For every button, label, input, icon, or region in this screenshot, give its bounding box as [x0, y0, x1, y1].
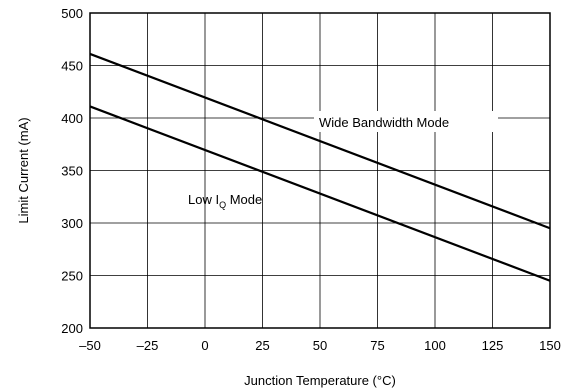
y-tick-label: 200	[61, 321, 83, 336]
x-tick-label: –25	[137, 338, 159, 353]
series-line	[89, 105, 551, 282]
x-tick-label: 50	[313, 338, 327, 353]
y-tick-label: 400	[61, 111, 83, 126]
wide-bandwidth-mode-label: Wide Bandwidth Mode	[319, 115, 449, 130]
low-iq-label-tail: Mode	[226, 192, 262, 207]
series-line	[89, 52, 551, 230]
low-iq-label-main: Low I	[188, 192, 219, 207]
y-axis-label: Limit Current (mA)	[16, 117, 31, 223]
y-tick-label: 300	[61, 216, 83, 231]
y-tick-label: 500	[61, 6, 83, 21]
x-tick-label: 100	[424, 338, 446, 353]
y-tick-label: 450	[61, 59, 83, 74]
y-tick-labels: 200 250 300 350 400 450 500	[61, 6, 83, 336]
low-iq-mode-label: Low IQ Mode	[188, 192, 262, 210]
x-tick-label: 0	[201, 338, 208, 353]
series-lines	[89, 52, 551, 282]
x-tick-labels: –50 –25 0 25 50 75 100 125 150	[79, 338, 561, 353]
low-iq-label-subscript: Q	[219, 200, 226, 210]
x-tick-label: 150	[539, 338, 561, 353]
grid-lines	[89, 12, 551, 329]
x-tick-label: 125	[482, 338, 504, 353]
x-tick-label: 75	[370, 338, 384, 353]
y-tick-label: 350	[61, 164, 83, 179]
x-axis-label: Junction Temperature (°C)	[244, 373, 396, 388]
y-tick-label: 250	[61, 269, 83, 284]
wide-label-background	[314, 111, 498, 132]
x-tick-label: –50	[79, 338, 101, 353]
plot-frame	[89, 12, 551, 329]
x-tick-label: 25	[255, 338, 269, 353]
